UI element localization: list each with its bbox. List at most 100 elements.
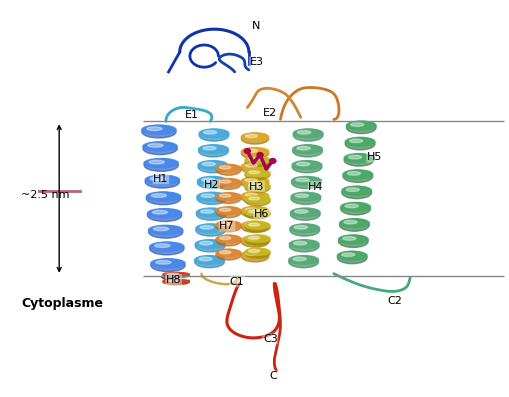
- Ellipse shape: [248, 158, 259, 161]
- Ellipse shape: [346, 121, 375, 130]
- Text: C: C: [268, 371, 276, 381]
- Ellipse shape: [219, 180, 231, 183]
- Ellipse shape: [338, 235, 367, 247]
- Ellipse shape: [289, 240, 319, 252]
- Ellipse shape: [194, 256, 224, 268]
- Text: Cytoplasme: Cytoplasme: [21, 297, 103, 310]
- Ellipse shape: [215, 221, 241, 229]
- Ellipse shape: [291, 192, 320, 201]
- Ellipse shape: [148, 225, 183, 235]
- Ellipse shape: [292, 145, 322, 157]
- Ellipse shape: [289, 224, 319, 233]
- Ellipse shape: [241, 251, 268, 259]
- Ellipse shape: [145, 175, 179, 188]
- Ellipse shape: [194, 256, 224, 264]
- Ellipse shape: [340, 202, 370, 211]
- Ellipse shape: [290, 208, 320, 217]
- Ellipse shape: [292, 145, 322, 154]
- Ellipse shape: [215, 179, 241, 189]
- Ellipse shape: [148, 144, 163, 147]
- Ellipse shape: [196, 208, 225, 217]
- Ellipse shape: [245, 208, 257, 211]
- Ellipse shape: [149, 160, 164, 164]
- Ellipse shape: [150, 177, 165, 181]
- Ellipse shape: [244, 196, 270, 203]
- Ellipse shape: [162, 272, 189, 276]
- Ellipse shape: [153, 227, 168, 231]
- Ellipse shape: [199, 241, 212, 245]
- Ellipse shape: [349, 139, 362, 143]
- Ellipse shape: [142, 125, 176, 134]
- Ellipse shape: [244, 222, 270, 229]
- Ellipse shape: [199, 129, 229, 141]
- Ellipse shape: [341, 253, 354, 256]
- Circle shape: [244, 148, 250, 153]
- Ellipse shape: [294, 225, 307, 229]
- Ellipse shape: [241, 148, 268, 156]
- Ellipse shape: [219, 194, 231, 197]
- Ellipse shape: [248, 184, 259, 187]
- Ellipse shape: [244, 170, 270, 177]
- Ellipse shape: [215, 164, 241, 172]
- Text: E1: E1: [184, 110, 198, 120]
- Ellipse shape: [244, 183, 270, 193]
- Ellipse shape: [336, 252, 366, 264]
- Ellipse shape: [343, 170, 372, 179]
- Ellipse shape: [147, 209, 181, 222]
- Text: H6: H6: [253, 209, 269, 219]
- Ellipse shape: [241, 177, 268, 185]
- Ellipse shape: [146, 192, 180, 205]
- Ellipse shape: [245, 164, 257, 167]
- Ellipse shape: [292, 161, 321, 173]
- Ellipse shape: [245, 223, 257, 226]
- Ellipse shape: [162, 279, 189, 283]
- Ellipse shape: [219, 237, 231, 240]
- Ellipse shape: [345, 137, 374, 146]
- Text: ~2.5 nm: ~2.5 nm: [21, 189, 69, 200]
- Ellipse shape: [215, 221, 241, 232]
- Ellipse shape: [199, 129, 229, 138]
- Ellipse shape: [346, 121, 375, 134]
- Ellipse shape: [245, 179, 257, 182]
- Ellipse shape: [345, 138, 374, 150]
- Ellipse shape: [344, 204, 357, 208]
- Ellipse shape: [219, 222, 231, 225]
- Ellipse shape: [215, 193, 241, 200]
- Ellipse shape: [340, 203, 370, 215]
- Ellipse shape: [248, 197, 259, 200]
- Ellipse shape: [248, 223, 259, 226]
- Ellipse shape: [219, 251, 231, 254]
- Text: E3: E3: [249, 57, 263, 67]
- Ellipse shape: [154, 244, 169, 247]
- Ellipse shape: [201, 194, 214, 197]
- Ellipse shape: [196, 192, 226, 201]
- Circle shape: [257, 152, 263, 157]
- Ellipse shape: [215, 235, 241, 246]
- Ellipse shape: [200, 210, 213, 213]
- Ellipse shape: [166, 273, 178, 275]
- Ellipse shape: [149, 242, 184, 255]
- Ellipse shape: [291, 176, 321, 185]
- Ellipse shape: [288, 256, 318, 268]
- Ellipse shape: [295, 194, 308, 197]
- Ellipse shape: [244, 235, 270, 242]
- Ellipse shape: [241, 162, 268, 173]
- Ellipse shape: [197, 176, 227, 185]
- Ellipse shape: [215, 207, 241, 214]
- Ellipse shape: [341, 187, 371, 198]
- Ellipse shape: [346, 188, 359, 191]
- Ellipse shape: [248, 171, 259, 174]
- Circle shape: [269, 158, 275, 163]
- Ellipse shape: [338, 235, 367, 244]
- Ellipse shape: [248, 249, 259, 252]
- Ellipse shape: [215, 249, 241, 257]
- Ellipse shape: [290, 208, 320, 220]
- Ellipse shape: [202, 178, 215, 181]
- Ellipse shape: [245, 193, 257, 197]
- Text: H5: H5: [366, 152, 381, 162]
- Ellipse shape: [293, 241, 306, 245]
- Ellipse shape: [145, 175, 179, 184]
- Ellipse shape: [241, 207, 268, 218]
- Ellipse shape: [295, 178, 308, 181]
- Ellipse shape: [215, 179, 241, 186]
